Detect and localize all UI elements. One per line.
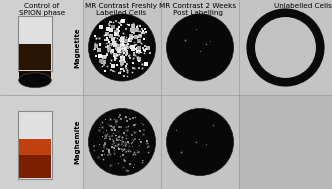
Bar — [83, 95, 161, 189]
Bar — [239, 0, 332, 95]
Bar — [19, 44, 51, 70]
Bar — [0, 95, 83, 189]
Bar — [19, 139, 51, 155]
Bar — [161, 95, 239, 189]
Bar — [0, 0, 83, 95]
Bar — [19, 71, 51, 80]
Circle shape — [246, 9, 325, 87]
Bar — [18, 16, 52, 71]
Text: Unlabelled Cells: Unlabelled Cells — [274, 3, 332, 9]
Circle shape — [255, 17, 316, 78]
Circle shape — [166, 108, 233, 176]
Text: Magnetite: Magnetite — [74, 27, 80, 68]
Text: Control of
SPION phase: Control of SPION phase — [19, 3, 65, 16]
Bar — [161, 0, 239, 95]
Text: Maghemite: Maghemite — [74, 120, 80, 164]
Circle shape — [88, 108, 155, 176]
Bar — [19, 155, 51, 178]
Bar — [83, 0, 161, 95]
Text: MR Contrast 2 Weeks
Post Labelling: MR Contrast 2 Weeks Post Labelling — [159, 3, 237, 16]
Text: MR Contrast Freshly
Labelled Cells: MR Contrast Freshly Labelled Cells — [85, 3, 157, 16]
Circle shape — [166, 14, 233, 81]
Ellipse shape — [19, 73, 51, 88]
Bar — [18, 111, 52, 179]
Circle shape — [88, 14, 155, 81]
